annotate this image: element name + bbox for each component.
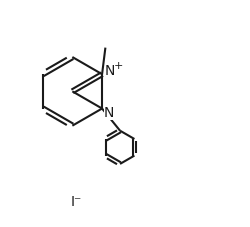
Text: N: N	[103, 106, 114, 120]
Text: +: +	[113, 62, 122, 72]
Text: I⁻: I⁻	[71, 195, 82, 209]
Text: N: N	[104, 64, 115, 78]
